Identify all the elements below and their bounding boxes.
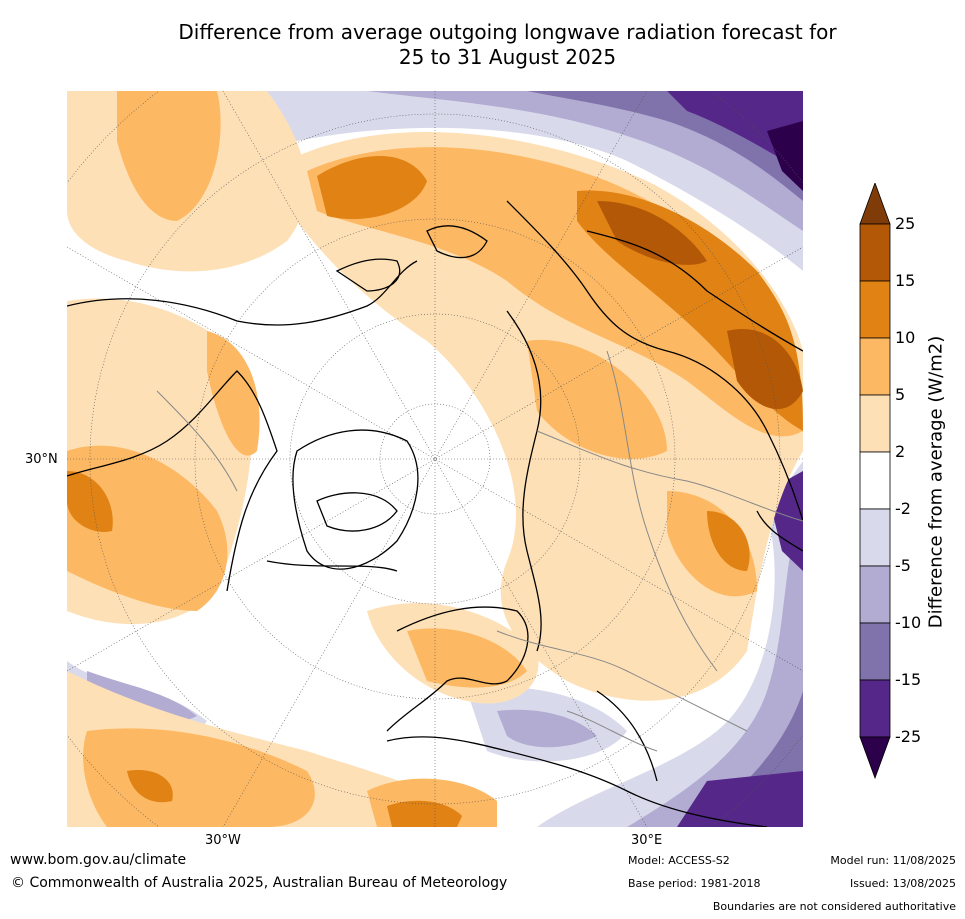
colorbar-extend-top [859, 183, 891, 225]
positive-anomaly-regions [67, 91, 803, 827]
colorbar-block [859, 508, 891, 567]
colorbar-tick-label: 15 [895, 271, 916, 290]
colorbar-block [859, 223, 891, 282]
chart-title: Difference from average outgoing longwav… [100, 20, 915, 70]
colorbar-tick-label: -5 [895, 556, 911, 575]
polar-map [67, 91, 803, 827]
base-period-text: Base period: 1981-2018 [628, 877, 761, 890]
colorbar-tick-label: 25 [895, 214, 916, 233]
website-link[interactable]: www.bom.gov.au/climate [10, 852, 187, 868]
colorbar-tick-label: -25 [895, 727, 922, 746]
title-line-1: Difference from average outgoing longwav… [178, 20, 837, 44]
colorbar-block [859, 565, 891, 624]
lat-label-30n: 30°N [25, 452, 58, 467]
colorbar-block [859, 451, 891, 510]
lon-label-30w: 30°W [205, 833, 241, 848]
colorbar-tick-label: 10 [895, 328, 916, 347]
disclaimer-text: Boundaries are not considered authoritat… [712, 900, 956, 913]
colorbar [859, 183, 891, 780]
lon-label-30e: 30°E [631, 833, 663, 848]
colorbar-tick-label: 5 [895, 385, 906, 404]
model-text: Model: ACCESS-S2 [628, 854, 730, 867]
colorbar-tick-label: -15 [895, 670, 922, 689]
copyright-text: © Commonwealth of Australia 2025, Austra… [11, 875, 508, 891]
colorbar-tick-label: -10 [895, 613, 922, 632]
colorbar-block [859, 622, 891, 681]
colorbar-block [859, 337, 891, 396]
colorbar-extend-bottom [859, 736, 891, 780]
colorbar-block [859, 280, 891, 339]
model-run-text: Model run: 11/08/2025 [830, 854, 956, 867]
colorbar-tick-label: 2 [895, 442, 906, 461]
title-line-2: 25 to 31 August 2025 [398, 45, 617, 69]
colorbar-block [859, 679, 891, 738]
issued-text: Issued: 13/08/2025 [849, 877, 956, 890]
coastlines [67, 200, 803, 827]
country-boundaries [156, 350, 803, 752]
colorbar-title: Difference from average (W/m2) [925, 335, 947, 629]
colorbar-block [859, 394, 891, 453]
colorbar-tick-label: -2 [895, 499, 911, 518]
